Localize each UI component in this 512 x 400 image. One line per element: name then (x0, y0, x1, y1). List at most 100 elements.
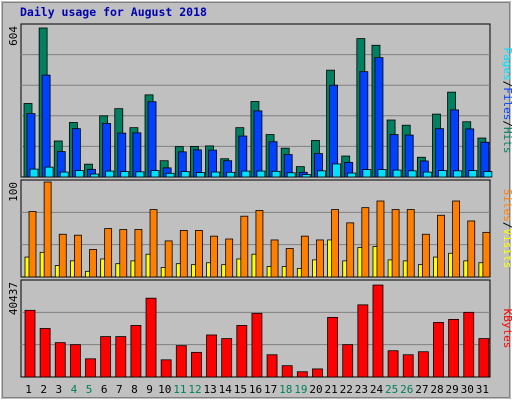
bar-hits-day-14 (226, 171, 236, 178)
bar-sites-day-9 (149, 209, 158, 278)
side-label-pages-files-hits: Pages/Files/Hits (501, 48, 512, 154)
day-label-2: 2 (40, 383, 47, 396)
bar-files-day-16 (253, 110, 263, 178)
bar-kbytes-day-10 (160, 359, 172, 378)
day-label-16: 16 (249, 383, 262, 396)
bar-kbytes-day-6 (100, 336, 112, 378)
bar-hits-day-22 (347, 172, 357, 178)
bar-kbytes-day-2 (39, 328, 51, 378)
bar-files-day-23 (359, 71, 369, 178)
bar-kbytes-day-21 (327, 316, 338, 378)
bar-files-day-2 (41, 74, 51, 178)
bar-files-day-28 (435, 128, 444, 178)
bar-kbytes-day-7 (115, 336, 127, 378)
bar-hits-day-5 (90, 173, 99, 178)
bar-sites-day-15 (240, 215, 249, 278)
bar-kbytes-day-1 (24, 309, 36, 378)
day-label-1: 1 (25, 383, 32, 396)
bar-files-day-6 (102, 123, 112, 178)
bar-sites-day-31 (482, 231, 491, 278)
bar-hits-day-27 (422, 171, 432, 178)
bar-sites-day-12 (195, 230, 203, 278)
bar-kbytes-day-30 (463, 311, 475, 378)
bar-files-day-24 (374, 57, 384, 178)
y-max-label-sites-visits: 100 (7, 182, 20, 202)
bar-hits-day-21 (332, 163, 341, 178)
bar-kbytes-day-31 (478, 338, 490, 378)
bar-sites-day-22 (346, 222, 355, 278)
bar-sites-day-8 (134, 229, 143, 278)
day-label-28: 28 (430, 383, 443, 396)
bar-kbytes-day-4 (69, 344, 81, 378)
bar-sites-day-4 (73, 234, 82, 278)
bar-kbytes-day-12 (191, 351, 202, 378)
bar-kbytes-day-16 (251, 312, 263, 378)
day-label-7: 7 (116, 383, 123, 396)
side-label-sites-visits: Sites/Visits (501, 189, 512, 269)
bar-hits-day-28 (438, 170, 447, 178)
bar-sites-day-2 (43, 181, 52, 278)
bar-sites-day-24 (376, 200, 385, 278)
bar-kbytes-day-22 (342, 344, 354, 378)
bar-sites-day-10 (164, 240, 173, 278)
bar-kbytes-day-14 (221, 338, 233, 378)
bar-kbytes-day-17 (266, 354, 278, 378)
bar-kbytes-day-26 (402, 354, 414, 378)
bar-files-day-29 (450, 109, 460, 178)
bar-kbytes-day-25 (387, 350, 399, 378)
bar-kbytes-day-27 (417, 351, 429, 378)
day-label-26: 26 (400, 383, 413, 396)
bar-sites-day-27 (421, 233, 430, 278)
day-label-11: 11 (173, 383, 186, 396)
side-label-sites-visits-part: Sites (501, 189, 512, 222)
day-label-20: 20 (309, 383, 322, 396)
day-label-23: 23 (355, 383, 368, 396)
bar-sites-day-23 (361, 207, 370, 278)
day-label-18: 18 (279, 383, 292, 396)
bar-sites-day-5 (89, 249, 97, 278)
bar-kbytes-day-5 (85, 358, 96, 378)
bar-hits-day-15 (241, 170, 251, 178)
day-label-3: 3 (56, 383, 63, 396)
bar-sites-day-16 (255, 210, 264, 278)
bar-hits-day-18 (286, 172, 296, 178)
bar-hits-day-16 (256, 170, 266, 178)
bar-files-day-8 (132, 132, 142, 178)
day-label-21: 21 (325, 383, 338, 396)
bar-sites-day-26 (406, 209, 415, 278)
day-label-8: 8 (131, 383, 138, 396)
bar-hits-day-13 (211, 171, 220, 178)
day-label-22: 22 (340, 383, 353, 396)
bar-sites-day-21 (331, 209, 339, 278)
bar-hits-day-6 (105, 170, 115, 178)
bar-sites-day-25 (391, 209, 400, 278)
bar-hits-day-29 (453, 170, 463, 178)
bar-sites-day-13 (210, 235, 218, 278)
bar-hits-day-24 (377, 169, 387, 178)
bar-sites-day-14 (225, 238, 234, 278)
bar-hits-day-3 (59, 171, 69, 178)
bar-hits-day-2 (44, 166, 54, 178)
bar-sites-day-28 (437, 214, 445, 278)
day-label-25: 25 (385, 383, 398, 396)
bar-hits-day-1 (29, 168, 39, 178)
day-label-19: 19 (294, 383, 307, 396)
bar-files-day-21 (329, 84, 338, 178)
bar-kbytes-day-20 (312, 368, 323, 378)
day-label-27: 27 (415, 383, 428, 396)
bar-kbytes-day-13 (206, 334, 217, 378)
bar-kbytes-day-3 (54, 342, 66, 378)
day-label-4: 4 (71, 383, 78, 396)
bar-hits-day-25 (392, 169, 402, 178)
day-label-6: 6 (101, 383, 108, 396)
bar-files-day-9 (147, 101, 157, 178)
day-label-10: 10 (158, 383, 171, 396)
bar-kbytes-day-28 (433, 322, 444, 378)
bar-hits-day-4 (74, 170, 84, 178)
bar-hits-day-23 (362, 169, 372, 178)
bar-hits-day-17 (271, 170, 281, 178)
day-label-13: 13 (203, 383, 216, 396)
bar-hits-day-11 (180, 171, 190, 178)
side-label-kbytes: KBytes (501, 309, 512, 349)
